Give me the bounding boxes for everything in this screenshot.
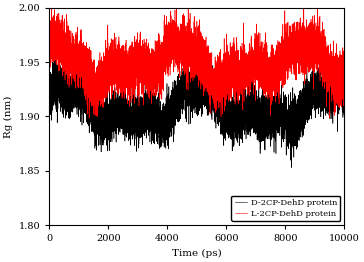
L-2CP-DehD protein [60, 47, 64, 50]
L-2CP-DehD protein [87, 117, 91, 120]
D-2CP-DehD protein [327, 74, 331, 77]
D-2CP-DehD protein [54, 43, 58, 47]
L-2CP-DehD protein [49, 42, 53, 45]
D-2CP-DehD protein [47, 86, 52, 90]
D-2CP-DehD protein [289, 166, 294, 169]
D-2CP-DehD protein [49, 100, 53, 103]
X-axis label: Time (ps): Time (ps) [172, 249, 222, 258]
L-2CP-DehD protein [191, 41, 196, 44]
Y-axis label: Rg (nm): Rg (nm) [4, 95, 13, 138]
L-2CP-DehD protein [105, 65, 110, 68]
L-2CP-DehD protein [65, 48, 69, 52]
Legend: D-2CP-DehD protein, L-2CP-DehD protein: D-2CP-DehD protein, L-2CP-DehD protein [232, 196, 340, 221]
Line: D-2CP-DehD protein: D-2CP-DehD protein [50, 45, 344, 168]
D-2CP-DehD protein [191, 81, 196, 84]
D-2CP-DehD protein [105, 116, 110, 119]
D-2CP-DehD protein [65, 87, 70, 90]
D-2CP-DehD protein [60, 96, 64, 99]
L-2CP-DehD protein [327, 79, 331, 83]
L-2CP-DehD protein [315, 1, 320, 4]
Line: L-2CP-DehD protein: L-2CP-DehD protein [50, 3, 344, 118]
L-2CP-DehD protein [47, 40, 52, 43]
D-2CP-DehD protein [342, 85, 347, 89]
L-2CP-DehD protein [342, 77, 347, 80]
